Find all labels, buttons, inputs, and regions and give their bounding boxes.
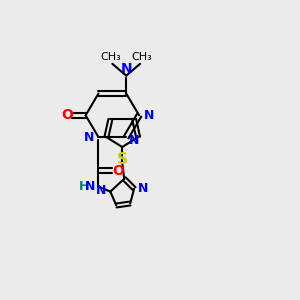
Text: O: O — [112, 164, 124, 178]
Text: N: N — [84, 130, 94, 144]
Text: N: N — [144, 109, 154, 122]
Text: O: O — [61, 108, 73, 122]
Text: N: N — [96, 184, 106, 197]
Text: CH₃: CH₃ — [132, 52, 152, 62]
Text: H: H — [79, 180, 90, 193]
Text: N: N — [129, 134, 140, 147]
Text: S: S — [117, 152, 128, 167]
Text: N: N — [120, 62, 132, 76]
Text: N: N — [138, 182, 148, 195]
Text: CH₃: CH₃ — [100, 52, 121, 62]
Text: N: N — [85, 180, 95, 193]
